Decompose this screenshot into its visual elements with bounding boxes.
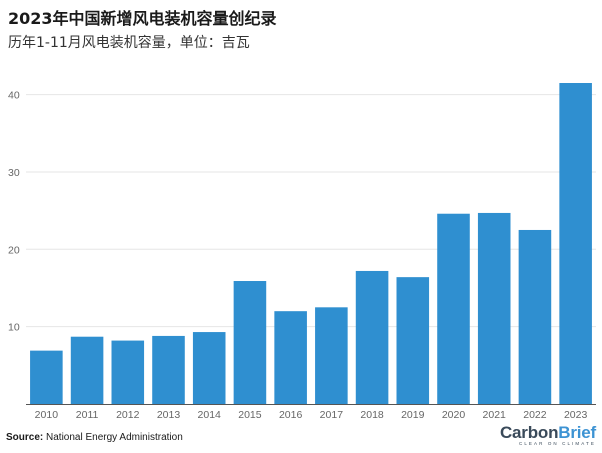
chart-title: 2023年中国新增风电装机容量创纪录 <box>8 9 277 28</box>
x-tick-label-2015: 2015 <box>238 409 262 421</box>
x-tick-label-2022: 2022 <box>523 409 547 421</box>
y-tick-label-40: 40 <box>8 90 20 102</box>
bar-2023 <box>559 83 592 404</box>
bar-2022 <box>518 229 552 404</box>
x-tick-label-2010: 2010 <box>35 409 59 421</box>
bar-2020 <box>437 213 470 404</box>
y-tick-label-10: 10 <box>8 322 20 334</box>
logo-wordmark: CarbonBrief <box>500 424 596 441</box>
logo-brief-text: Brief <box>558 423 596 442</box>
x-tick-label-2023: 2023 <box>564 409 588 421</box>
x-tick-label-2016: 2016 <box>279 409 303 421</box>
x-tick-label-2019: 2019 <box>401 409 425 421</box>
source-note: Source: National Energy Administration <box>6 432 183 443</box>
x-tick-label-2018: 2018 <box>360 409 384 421</box>
y-tick-label-30: 30 <box>8 167 20 179</box>
bar-2021 <box>477 212 511 404</box>
bar-2019 <box>396 277 430 404</box>
bar-2014 <box>192 332 226 404</box>
bar-2015 <box>233 281 267 404</box>
x-tick-label-2011: 2011 <box>76 409 99 421</box>
x-tick-label-2020: 2020 <box>442 409 466 421</box>
bar-2013 <box>152 335 185 404</box>
bar-2018 <box>355 270 389 404</box>
bar-2012 <box>111 340 145 404</box>
chart-subtitle: 历年1-11月风电装机容量，单位：吉瓦 <box>8 35 250 51</box>
bar-2016 <box>274 311 307 404</box>
bar-2011 <box>70 336 104 404</box>
logo-carbon-text: Carbon <box>499 423 559 442</box>
source-text: National Energy Administration <box>46 432 183 443</box>
x-tick-label-2017: 2017 <box>320 409 344 421</box>
x-tick-label-2014: 2014 <box>198 409 222 421</box>
carbon-brief-logo: CarbonBrief CLEAR ON CLIMATE <box>500 424 596 447</box>
x-tick-label-2021: 2021 <box>483 409 507 421</box>
bar-2010 <box>30 350 63 404</box>
bar-2017 <box>315 307 348 404</box>
logo-tagline: CLEAR ON CLIMATE <box>518 441 596 446</box>
x-tick-label-2013: 2013 <box>157 409 181 421</box>
y-tick-label-20: 20 <box>8 244 20 256</box>
source-label: Source: <box>6 432 44 443</box>
x-tick-label-2012: 2012 <box>116 409 140 421</box>
